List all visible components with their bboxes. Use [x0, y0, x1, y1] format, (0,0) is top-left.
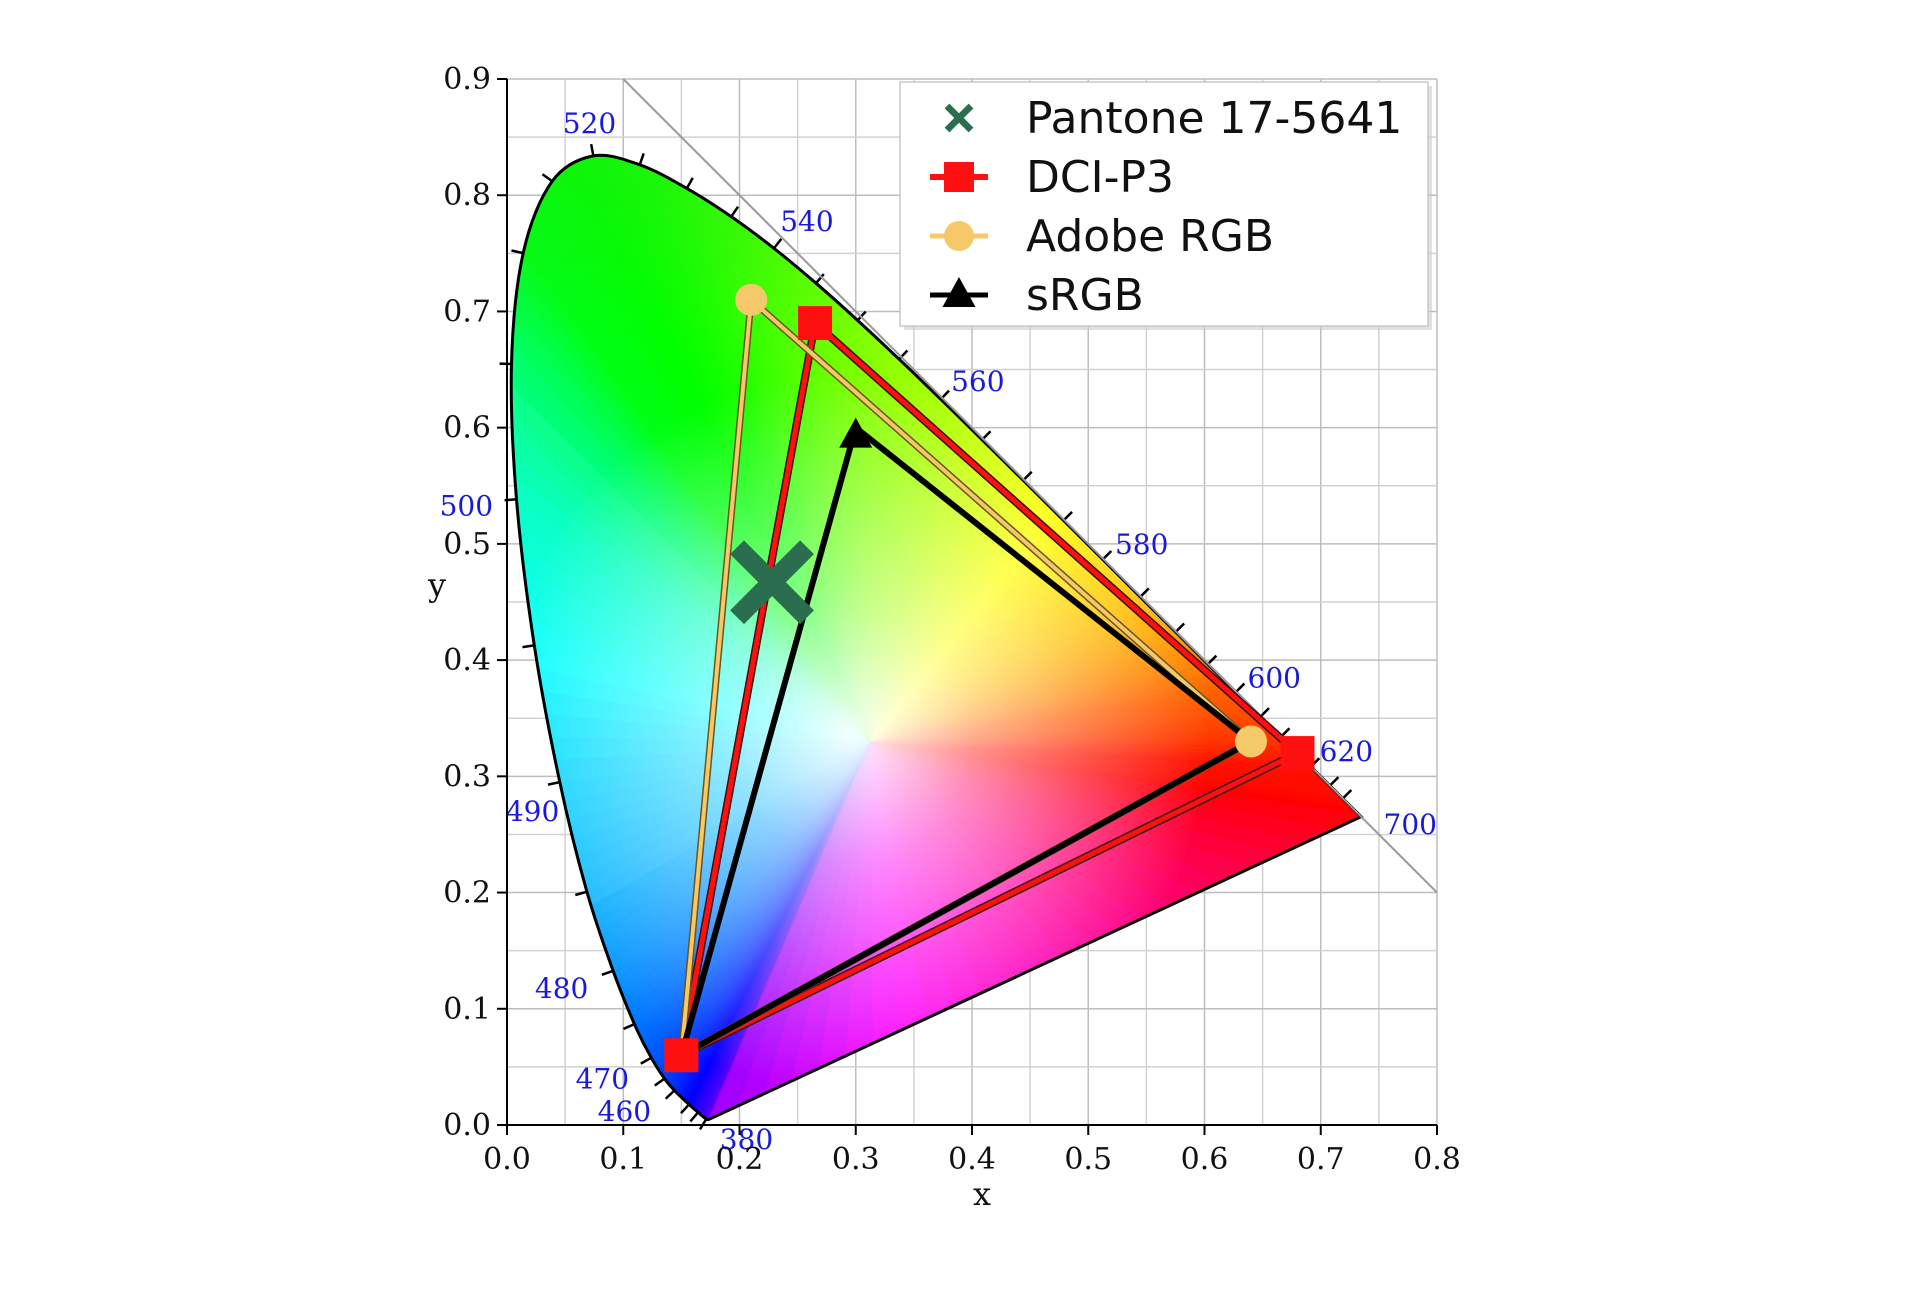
wavelength-tick	[1101, 550, 1113, 561]
legend-square-marker	[944, 162, 974, 192]
x-tick-label: 0.7	[1297, 1142, 1345, 1177]
wavelength-tick	[1139, 587, 1150, 598]
legend-label: Adobe RGB	[1026, 211, 1274, 262]
wavelength-label: 520	[563, 107, 616, 140]
legend-item: sRGB	[930, 270, 1144, 321]
wavelength-label: 490	[506, 795, 559, 828]
wavelength-label: 580	[1115, 528, 1168, 561]
wavelength-tick	[730, 206, 740, 218]
legend: Pantone 17-5641 DCI-P3 Adobe RGB sRGB	[899, 81, 1432, 330]
legend-label: sRGB	[1026, 270, 1144, 321]
wavelength-tick	[815, 273, 825, 285]
wavelength-tick	[622, 1022, 635, 1031]
x-tick-label: 0.0	[483, 1142, 531, 1177]
legend-item: Adobe RGB	[930, 211, 1274, 262]
wavelength-tick	[685, 177, 694, 189]
y-tick-label: 0.0	[443, 1108, 491, 1143]
wavelength-label: 700	[1384, 808, 1437, 841]
y-tick-label: 0.3	[443, 759, 491, 794]
wavelength-label: 460	[598, 1095, 651, 1128]
wavelength-label: 380	[720, 1123, 773, 1156]
wavelength-label: 600	[1248, 662, 1301, 695]
legend-label: DCI-P3	[1026, 152, 1174, 203]
wavelength-tick	[547, 780, 561, 786]
wavelength-label: 620	[1320, 735, 1373, 768]
x-tick-label: 0.6	[1181, 1142, 1229, 1177]
y-tick-label: 0.2	[443, 876, 491, 911]
legend-x-marker	[944, 103, 974, 133]
wavelength-tick	[1174, 622, 1186, 633]
wavelength-tick	[638, 153, 645, 166]
wavelength-tick	[1022, 470, 1033, 482]
legend-circle-marker	[944, 221, 974, 251]
x-marker	[730, 540, 814, 625]
wavelength-tick	[1062, 511, 1073, 522]
wavelength-tick	[679, 1103, 690, 1115]
square-marker	[798, 306, 833, 341]
legend-item: DCI-P3	[930, 152, 1174, 203]
y-axis-title: y	[427, 566, 446, 604]
y-tick-label: 0.1	[443, 992, 491, 1027]
wavelength-tick	[589, 143, 595, 157]
wavelength-tick	[522, 644, 535, 649]
white-point-glow	[511, 372, 1211, 1093]
x-tick-label: 0.3	[832, 1142, 880, 1177]
x-stroke	[944, 103, 974, 133]
y-tick-label: 0.7	[443, 294, 491, 329]
wavelength-tick	[511, 249, 524, 255]
wavelength-tick	[1235, 682, 1246, 693]
x-axis-title: x	[973, 1175, 991, 1213]
wavelength-label: 470	[576, 1063, 629, 1096]
wavelength-tick	[1206, 654, 1218, 666]
square-marker	[664, 1038, 699, 1073]
wavelength-tick	[640, 1056, 652, 1065]
wavelength-tick	[1259, 707, 1270, 718]
square-marker	[1280, 736, 1315, 771]
wavelength-label: 480	[535, 972, 588, 1005]
wavelength-tick	[1329, 776, 1340, 787]
triangle-marker	[839, 417, 873, 448]
legend-triangle-marker	[942, 277, 976, 307]
wavelength-label: 560	[951, 365, 1004, 398]
wavelength-label: 540	[780, 205, 833, 238]
srgb-gamut	[678, 424, 1254, 1059]
x-tick-label: 0.1	[599, 1142, 647, 1177]
wavelength-tick	[689, 1111, 700, 1123]
wavelength-tick	[574, 890, 588, 897]
x-tick-label: 0.5	[1064, 1142, 1112, 1177]
wavelength-tick	[601, 969, 614, 977]
wavelength-tick	[772, 238, 783, 250]
wavelength-tick	[654, 1077, 666, 1087]
wavelength-tick	[541, 173, 553, 183]
legend-item: Pantone 17-5641	[944, 93, 1402, 144]
legend-label: Pantone 17-5641	[1026, 93, 1402, 144]
circle-marker	[735, 283, 768, 316]
y-tick-label: 0.4	[443, 643, 491, 678]
circle-marker	[1235, 725, 1267, 758]
x-tick-label: 0.4	[948, 1142, 996, 1177]
x-stroke	[730, 540, 814, 625]
axes: 0.0 0.1 0.2 0.3 0.4 0.5 0.6 0.7 0.8 0.0 0.1 0.2 0.3 0…	[427, 62, 1461, 1213]
wavelength-tick	[898, 349, 909, 361]
wavelength-tick	[664, 1089, 676, 1100]
gamut-triangles	[664, 283, 1315, 1073]
y-tick-label: 0.5	[443, 527, 491, 562]
y-tick-label: 0.9	[443, 62, 491, 97]
y-tick-label: 0.6	[443, 411, 491, 446]
wavelength-label: 500	[440, 490, 493, 523]
dci-p3-gamut	[678, 320, 1300, 1058]
x-tick-label: 0.8	[1413, 1142, 1461, 1177]
x-tick-label: 0.2	[716, 1142, 764, 1177]
legend-box	[899, 81, 1429, 327]
wavelength-tick	[1341, 789, 1353, 800]
y-tick-label: 0.8	[443, 178, 491, 213]
